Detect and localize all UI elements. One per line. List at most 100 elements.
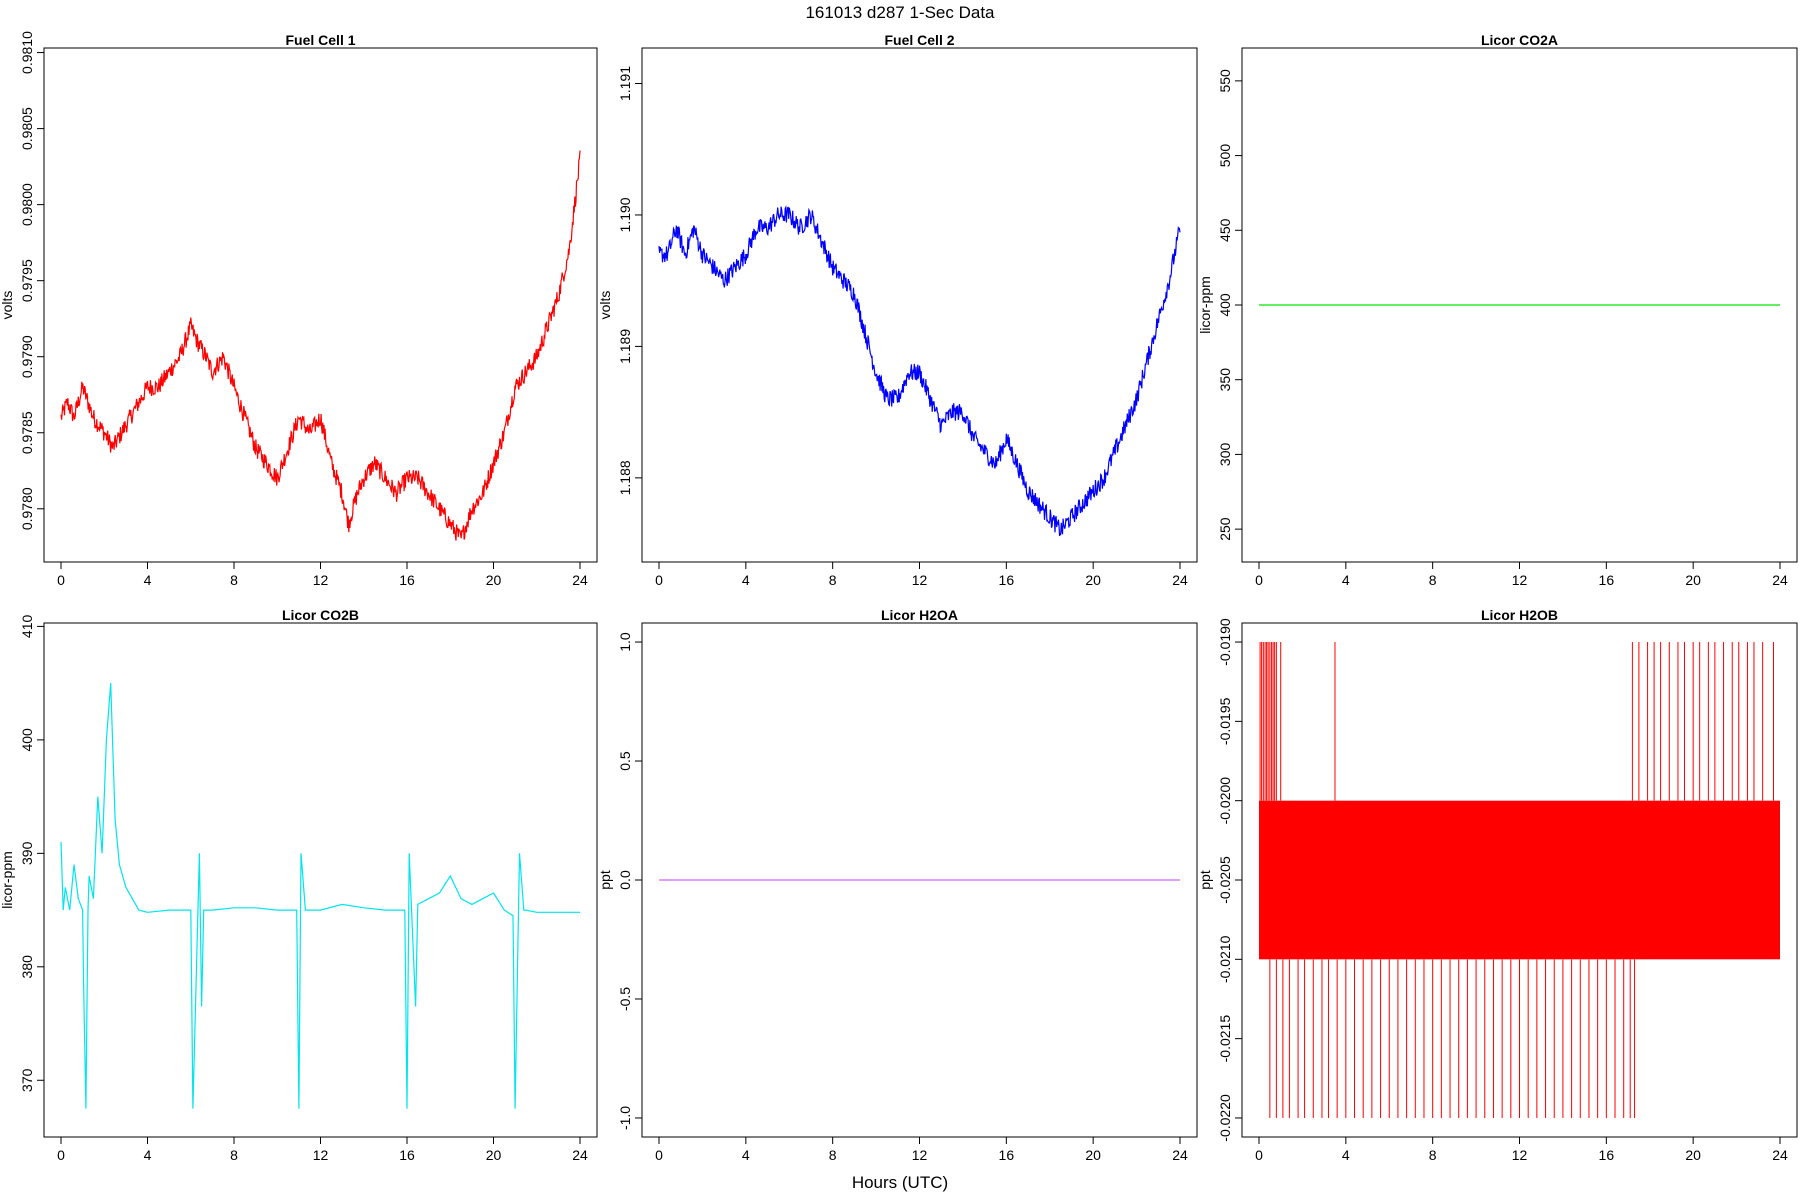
licor-co2a-ytick-label: 400: [1217, 293, 1233, 317]
licor-co2a-xtick-label: 4: [1342, 572, 1350, 588]
licor-co2b-xtick-label: 20: [486, 1147, 502, 1163]
licor-co2b-xtick-label: 8: [230, 1147, 238, 1163]
fuel-cell-1-ytick-label: 0.9780: [19, 487, 35, 530]
fuel-cell-1-xtick-label: 20: [486, 572, 502, 588]
licor-h2oa-ytick-label: 0.5: [617, 751, 633, 771]
fuel-cell-1-ytick-label: 0.9810: [19, 31, 35, 74]
licor-h2oa-ylabel: ppt: [597, 870, 613, 890]
fuel-cell-1-xtick-label: 16: [399, 572, 415, 588]
fuel-cell-2-ytick-label: 1.188: [617, 460, 633, 495]
fuel-cell-1-ytick-label: 0.9790: [19, 335, 35, 378]
licor-co2b-ytick-label: 410: [19, 615, 35, 639]
licor-h2ob-ytick-label: -0.0215: [1217, 1015, 1233, 1063]
licor-co2a-panel: Licor CO2A licor-ppm 0 4 8 12 16 20 24 250 300 350 4…: [1197, 32, 1798, 588]
licor-h2ob-panel: Licor H2OB ppt 0 4 8 12 16 20 24 -0.0220 -0.0215 -0…: [1197, 607, 1798, 1163]
licor-h2ob-ylabel: ppt: [1197, 870, 1213, 890]
licor-h2ob-title: Licor H2OB: [1481, 607, 1558, 623]
fuel-cell-2-ytick-label: 1.190: [617, 197, 633, 232]
fuel-cell-2-xtick-label: 12: [912, 572, 928, 588]
licor-co2a-ytick-label: 350: [1217, 368, 1233, 392]
licor-h2ob-xtick-label: 16: [1599, 1147, 1615, 1163]
licor-co2b-ytick-label: 390: [19, 841, 35, 865]
chart-panels: Fuel Cell 1 volts 0 4 8 12 16 20 24 0.9780 0.9785 0…: [0, 31, 1798, 1163]
fuel-cell-1-series-line: [60, 150, 581, 541]
licor-co2a-ytick-label: 450: [1217, 218, 1233, 242]
licor-h2oa-ytick-label: 1.0: [617, 632, 633, 652]
fuel-cell-2-xtick-label: 8: [829, 572, 837, 588]
licor-co2a-title: Licor CO2A: [1481, 32, 1558, 48]
fuel-cell-2-xtick-label: 0: [655, 572, 663, 588]
licor-h2ob-xtick-label: 0: [1255, 1147, 1263, 1163]
licor-h2ob-xtick-label: 8: [1429, 1147, 1437, 1163]
licor-co2b-xtick-label: 16: [399, 1147, 415, 1163]
licor-co2b-xtick-label: 12: [313, 1147, 329, 1163]
licor-h2oa-xtick-label: 24: [1172, 1147, 1188, 1163]
licor-co2b-xtick-label: 24: [572, 1147, 588, 1163]
licor-co2b-ylabel: licor-ppm: [0, 851, 15, 909]
licor-h2ob-xtick-label: 4: [1342, 1147, 1350, 1163]
licor-h2oa-xtick-label: 0: [655, 1147, 663, 1163]
licor-h2ob-ytick-label: -0.0195: [1217, 697, 1233, 745]
licor-co2a-xtick-label: 0: [1255, 572, 1263, 588]
licor-h2ob-ytick-label: -0.0220: [1217, 1094, 1233, 1142]
licor-h2oa-ytick-label: -0.5: [617, 987, 633, 1011]
licor-h2ob-xtick-label: 24: [1772, 1147, 1788, 1163]
fuel-cell-2-xtick-label: 24: [1172, 572, 1188, 588]
figure-suptitle: 161013 d287 1-Sec Data: [805, 3, 995, 22]
licor-h2oa-panel: Licor H2OA ppt 0 4 8 12 16 20 24 -1.0 -0.5 0.0 0.5 1.…: [597, 607, 1198, 1163]
licor-h2oa-ytick-label: 0.0: [617, 870, 633, 890]
licor-co2a-xtick-label: 16: [1599, 572, 1615, 588]
licor-co2a-ylabel: licor-ppm: [1197, 276, 1213, 334]
licor-h2ob-ytick-label: -0.0205: [1217, 856, 1233, 904]
fuel-cell-2-ylabel: volts: [597, 291, 613, 320]
fuel-cell-2-ytick-label: 1.191: [617, 66, 633, 101]
licor-co2b-panel: Licor CO2B licor-ppm 0 4 8 12 16 20 24 370 380 390 4…: [0, 607, 598, 1163]
licor-h2oa-xtick-label: 12: [912, 1147, 928, 1163]
licor-co2a-xtick-label: 24: [1772, 572, 1788, 588]
licor-co2b-xtick-label: 4: [144, 1147, 152, 1163]
fuel-cell-2-series-line: [658, 205, 1181, 537]
fuel-cell-1-ytick-label: 0.9795: [19, 259, 35, 302]
licor-co2b-title: Licor CO2B: [282, 607, 359, 623]
fuel-cell-2-xtick-label: 16: [999, 572, 1015, 588]
figure-xlabel: Hours (UTC): [852, 1173, 948, 1192]
licor-h2ob-ytick-label: -0.0210: [1217, 935, 1233, 983]
licor-co2b-series-line: [60, 683, 580, 1109]
licor-co2a-ytick-label: 300: [1217, 443, 1233, 467]
licor-h2ob-xtick-label: 12: [1512, 1147, 1528, 1163]
licor-h2ob-ytick-label: -0.0190: [1217, 618, 1233, 666]
licor-co2b-ytick-label: 380: [19, 955, 35, 979]
licor-co2b-xtick-label: 0: [57, 1147, 65, 1163]
fuel-cell-1-xtick-label: 4: [144, 572, 152, 588]
licor-h2oa-title: Licor H2OA: [881, 607, 958, 623]
fuel-cell-2-title: Fuel Cell 2: [884, 32, 954, 48]
licor-co2a-xtick-label: 20: [1685, 572, 1701, 588]
fuel-cell-2-frame: [641, 47, 1198, 563]
licor-co2a-xtick-label: 8: [1429, 572, 1437, 588]
licor-h2oa-xtick-label: 8: [829, 1147, 837, 1163]
fuel-cell-2-xtick-label: 4: [742, 572, 750, 588]
licor-co2b-ytick-label: 370: [19, 1068, 35, 1092]
fuel-cell-1-ylabel: volts: [0, 291, 15, 320]
fuel-cell-1-frame: [43, 47, 598, 563]
fuel-cell-1-xtick-label: 0: [57, 572, 65, 588]
licor-co2a-xtick-label: 12: [1512, 572, 1528, 588]
fuel-cell-1-panel: Fuel Cell 1 volts 0 4 8 12 16 20 24 0.9780 0.9785 0…: [0, 31, 598, 588]
fuel-cell-1-xtick-label: 8: [230, 572, 238, 588]
fuel-cell-1-xtick-label: 12: [313, 572, 329, 588]
fuel-cell-1-ytick-label: 0.9800: [19, 183, 35, 226]
licor-h2oa-xtick-label: 16: [999, 1147, 1015, 1163]
fuel-cell-2-panel: Fuel Cell 2 volts 0 4 8 12 16 20 24 1.188 1.189 1.1…: [597, 32, 1198, 588]
fuel-cell-1-ytick-label: 0.9805: [19, 107, 35, 150]
licor-co2b-ytick-label: 400: [19, 728, 35, 752]
fuel-cell-2-ytick-label: 1.189: [617, 329, 633, 364]
licor-co2a-ytick-label: 250: [1217, 517, 1233, 541]
fuel-cell-2-xtick-label: 20: [1085, 572, 1101, 588]
licor-h2ob-xtick-label: 20: [1685, 1147, 1701, 1163]
licor-h2ob-band: [1259, 800, 1780, 960]
licor-h2oa-xtick-label: 20: [1085, 1147, 1101, 1163]
licor-co2a-ytick-label: 550: [1217, 69, 1233, 93]
licor-h2ob-ytick-label: -0.0200: [1217, 777, 1233, 825]
fuel-cell-1-xtick-label: 24: [572, 572, 588, 588]
